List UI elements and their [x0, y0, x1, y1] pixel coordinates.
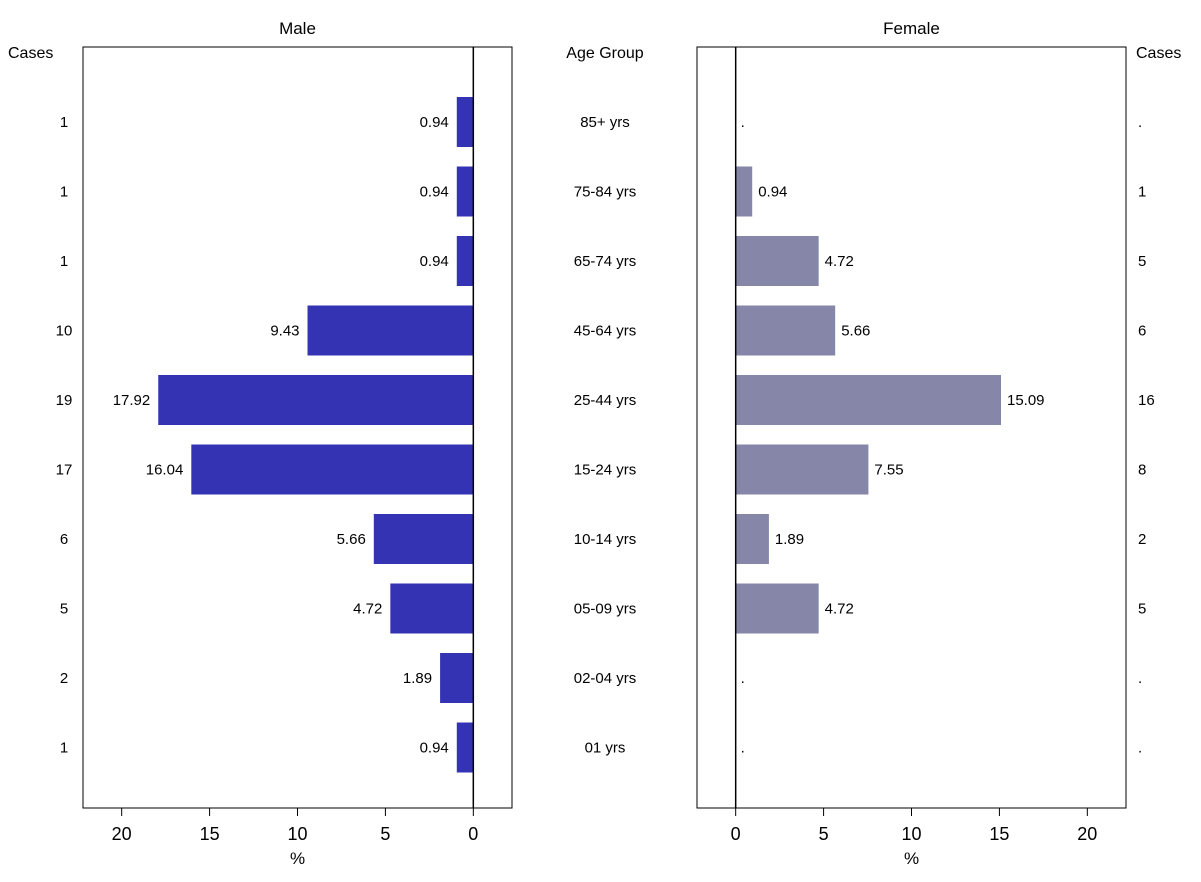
- bar-value-label: 9.43: [270, 323, 299, 340]
- female-cases-value: .: [1138, 114, 1142, 131]
- x-tick-label: 15: [200, 824, 220, 844]
- x-tick-label: 20: [1077, 824, 1097, 844]
- bar-value-label: 4.72: [825, 253, 854, 270]
- female-panel: Female. 0.94 4.72 5.66 15.09 7.55 1.89 4.72.. 0 5…: [696, 19, 1127, 868]
- x-tick-label: 10: [901, 824, 921, 844]
- bar-value-label: 0.94: [420, 253, 449, 270]
- bar: [735, 583, 819, 634]
- bar-value-label: 5.66: [337, 531, 366, 548]
- bar-value-label: 7.55: [874, 462, 903, 479]
- bar: [456, 97, 474, 147]
- age-group-label: 85+ yrs: [580, 114, 630, 131]
- bar-value-label: 17.92: [113, 392, 151, 409]
- bar-value-label: 5.66: [841, 323, 870, 340]
- female-cases-value: .: [1138, 670, 1142, 687]
- female-cases-header: Cases: [1136, 45, 1181, 62]
- bar-value-label: 0.94: [420, 184, 449, 201]
- x-axis-label: %: [290, 849, 305, 868]
- age-group-label: 05-09 yrs: [574, 601, 637, 618]
- x-axis-label: %: [904, 849, 919, 868]
- bar-value-label: .: [741, 670, 745, 687]
- bar: [191, 444, 474, 495]
- female-cases-value: 2: [1138, 531, 1146, 548]
- age-group-label: 10-14 yrs: [574, 531, 637, 548]
- male-panel: Male 0.94 0.94 0.94 9.43 17.92 16.04 5.66 4.72 1.…: [82, 19, 513, 868]
- female-cases-value: 8: [1138, 462, 1146, 479]
- age-group-header: Age Group: [566, 45, 643, 62]
- female-cases-value: 1: [1138, 184, 1146, 201]
- bar-value-label: 15.09: [1007, 392, 1045, 409]
- male-cases-value: 1: [60, 114, 68, 131]
- bar-value-label: .: [741, 114, 745, 131]
- age-group-label: 01 yrs: [585, 740, 626, 757]
- bar-value-label: 1.89: [403, 670, 432, 687]
- bar: [373, 514, 474, 564]
- male-cases-value: 2: [60, 670, 68, 687]
- female-cases-value: 5: [1138, 253, 1146, 270]
- male-cases-value: 5: [60, 601, 68, 618]
- bar: [735, 166, 753, 217]
- panel-title: Female: [883, 19, 940, 38]
- bar: [390, 583, 474, 634]
- plot-frame: [696, 46, 1127, 809]
- male-cases-value: 6: [60, 531, 68, 548]
- female-cases-value: .: [1138, 740, 1142, 757]
- bar-value-label: 0.94: [758, 184, 787, 201]
- male-cases-value: 17: [56, 462, 73, 479]
- bar: [307, 305, 474, 356]
- male-cases-value: 19: [56, 392, 73, 409]
- age-group-label: 75-84 yrs: [574, 184, 637, 201]
- male-cases-value: 1: [60, 253, 68, 270]
- male-cases-value: 1: [60, 184, 68, 201]
- bar: [735, 514, 769, 564]
- male-cases-header: Cases: [8, 45, 53, 62]
- bar-value-label: 1.89: [775, 531, 804, 548]
- male-cases-value: 10: [56, 323, 73, 340]
- bar: [440, 653, 474, 703]
- age-group-label: 65-74 yrs: [574, 253, 637, 270]
- x-tick-label: 0: [731, 824, 741, 844]
- age-group-column: Age Group 85+ yrs 75-84 yrs 65-74 yrs 45-64…: [566, 45, 643, 757]
- bar-value-label: 4.72: [825, 601, 854, 618]
- bar-value-label: 4.72: [353, 601, 382, 618]
- age-group-label: 02-04 yrs: [574, 670, 637, 687]
- bar: [735, 375, 1001, 425]
- bar: [456, 166, 474, 217]
- bar: [158, 375, 474, 425]
- panel-title: Male: [279, 19, 316, 38]
- bar-value-label: .: [741, 740, 745, 757]
- bar: [735, 444, 869, 495]
- bar: [735, 305, 836, 356]
- bar-value-label: 0.94: [420, 114, 449, 131]
- bar-value-label: 16.04: [146, 462, 184, 479]
- bar: [735, 236, 819, 286]
- female-cases-value: 5: [1138, 601, 1146, 618]
- age-group-label: 45-64 yrs: [574, 323, 637, 340]
- cases-columns: Cases Cases 1 1 1 10 19 17 6 5 2 1. 1 5 6 16 8 2 5..: [8, 45, 1181, 757]
- x-tick-label: 10: [287, 824, 307, 844]
- female-cases-value: 16: [1138, 392, 1155, 409]
- female-cases-value: 6: [1138, 323, 1146, 340]
- x-tick-label: 5: [819, 824, 829, 844]
- x-tick-label: 0: [468, 824, 478, 844]
- bar: [456, 236, 474, 286]
- x-tick-label: 20: [112, 824, 132, 844]
- age-group-label: 15-24 yrs: [574, 462, 637, 479]
- bar: [456, 722, 474, 773]
- age-group-label: 25-44 yrs: [574, 392, 637, 409]
- x-tick-label: 15: [989, 824, 1009, 844]
- male-cases-value: 1: [60, 740, 68, 757]
- bar-value-label: 0.94: [420, 740, 449, 757]
- x-tick-label: 5: [380, 824, 390, 844]
